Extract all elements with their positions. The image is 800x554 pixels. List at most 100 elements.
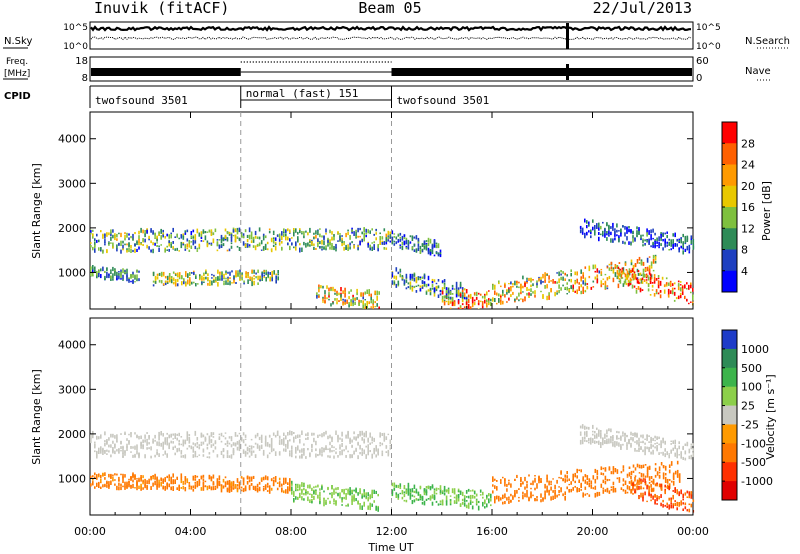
echo-cell [166, 440, 168, 446]
echo-cell [313, 236, 315, 238]
echo-cell [612, 481, 615, 485]
echo-cell [205, 271, 207, 274]
echo-cell [614, 468, 617, 473]
echo-cell [174, 248, 176, 251]
echo-cell [251, 281, 253, 287]
echo-cell [592, 280, 595, 283]
echo-cell [387, 236, 390, 239]
echo-cell [246, 243, 249, 245]
echo-cell [355, 447, 357, 451]
echo-cell [604, 435, 606, 439]
echo-cell [287, 432, 289, 436]
echo-cell [614, 237, 616, 241]
echo-cell [126, 250, 128, 253]
echo-cell [341, 242, 343, 247]
echo-cell [632, 493, 634, 495]
echo-cell [630, 259, 633, 263]
echo-cell [297, 488, 299, 492]
echo-cell [522, 483, 524, 485]
echo-cell [220, 484, 223, 488]
echo-cell [264, 486, 267, 490]
echo-cell [118, 242, 120, 246]
echo-cell [692, 301, 694, 304]
echo-cell [560, 477, 562, 479]
echo-cell [110, 229, 112, 234]
echo-cell [256, 243, 259, 247]
echo-cell [96, 437, 98, 440]
echo-cell [411, 273, 414, 279]
echo-cell [627, 274, 630, 278]
echo-cell [341, 443, 343, 447]
echo-cell [118, 451, 120, 454]
echo-cell [672, 447, 674, 451]
echo-cell [668, 238, 670, 241]
echo-cell [238, 227, 241, 233]
echo-cell [136, 481, 138, 487]
echo-cell [399, 246, 402, 248]
freq-unit-label: [MHz] [4, 69, 30, 79]
echo-cell [690, 282, 692, 286]
echo-cell [676, 460, 679, 465]
echo-cell [570, 273, 572, 277]
echo-cell [189, 277, 191, 282]
echo-cell [548, 275, 550, 280]
echo-cell [376, 296, 378, 301]
echo-cell [391, 491, 394, 496]
echo-cell [544, 494, 546, 500]
echo-cell [646, 275, 649, 277]
echo-cell [692, 499, 695, 502]
echo-cell [439, 249, 442, 253]
echo-cell [335, 487, 337, 491]
echo-cell [136, 450, 138, 455]
echo-cell [643, 279, 646, 282]
echo-cell [582, 280, 584, 285]
echo-cell [490, 493, 492, 499]
echo-cell [210, 444, 213, 448]
echo-cell [299, 438, 301, 444]
echo-cell [166, 245, 168, 248]
echo-cell [283, 233, 285, 238]
echo-cell [214, 228, 217, 233]
echo-cell [236, 487, 239, 491]
echo-cell [170, 440, 172, 444]
echo-cell [413, 249, 416, 252]
echo-cell [459, 504, 462, 507]
echo-cell [620, 232, 622, 237]
echo-cell [124, 474, 126, 478]
echo-cell [640, 441, 642, 443]
echo-cell [108, 274, 110, 279]
echo-cell [644, 450, 646, 456]
echo-cell [550, 288, 552, 292]
echo-cell [590, 230, 592, 233]
echo-cell [210, 242, 213, 245]
echo-cell [270, 479, 273, 482]
echo-cell [522, 481, 524, 484]
nsky-line [90, 25, 691, 32]
echo-cell [574, 271, 576, 276]
echo-cell [393, 233, 396, 235]
echo-cell [186, 478, 189, 484]
echo-cell [333, 455, 335, 459]
echo-cell [216, 478, 219, 483]
echo-cell [564, 278, 566, 281]
echo-cell [361, 451, 363, 456]
echo-cell [92, 475, 94, 478]
echo-cell [339, 233, 341, 235]
echo-cell [311, 501, 313, 504]
echo-cell [188, 487, 191, 490]
echo-cell [626, 485, 629, 490]
echo-cell [574, 290, 576, 293]
echo-cell [413, 490, 416, 493]
echo-cell [120, 272, 122, 276]
echo-cell [688, 491, 691, 496]
echo-cell [606, 222, 608, 226]
echo-cell [238, 247, 241, 251]
echo-cell [118, 482, 120, 486]
echo-cell [230, 242, 233, 245]
echo-cell [682, 498, 684, 501]
echo-cell [238, 481, 241, 484]
echo-cell [154, 480, 156, 486]
echo-cell [132, 271, 134, 275]
echo-cell [688, 244, 691, 249]
echo-cell [461, 502, 464, 505]
